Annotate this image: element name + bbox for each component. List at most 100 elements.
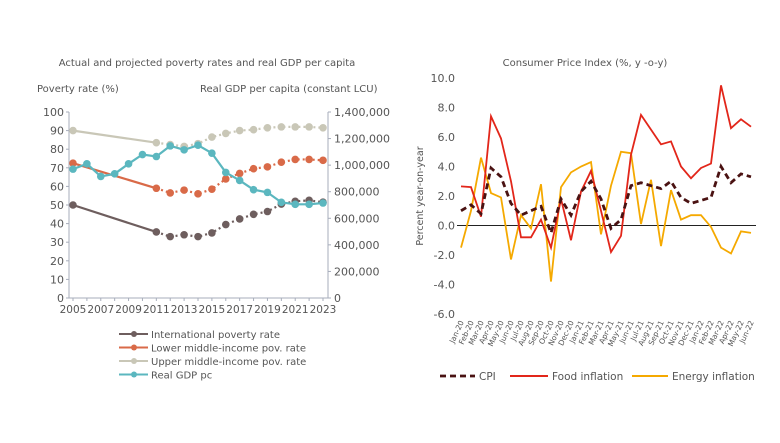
- data-point: [221, 220, 230, 229]
- right-y-axis-label: Real GDP per capita (constant LCU): [200, 84, 378, 95]
- data-point: [305, 123, 313, 131]
- x-tick-label: 2015: [199, 304, 226, 316]
- data-point: [277, 123, 286, 131]
- cpi-chart: Consumer Price Index (%, y -o-y) Percent…: [415, 58, 756, 383]
- data-point: [152, 152, 161, 161]
- y-tick-label: 10.0: [431, 72, 456, 85]
- y-tick-label: 0: [57, 292, 64, 305]
- left-y-axis-label: Poverty rate (%): [37, 84, 119, 95]
- x-tick-label: 2011: [143, 304, 170, 316]
- x-tick-label: 2009: [115, 304, 142, 316]
- data-point: [221, 129, 230, 138]
- x-tick-label: 2005: [60, 304, 87, 316]
- y-tick-label: 90: [50, 125, 64, 138]
- data-point: [291, 155, 300, 164]
- legend-marker: [131, 358, 137, 364]
- series-line-food-inflation: [460, 85, 752, 255]
- data-point: [152, 228, 161, 236]
- data-point: [69, 201, 77, 209]
- right-chart-title: Consumer Price Index (%, y -o-y): [503, 58, 668, 69]
- data-point: [235, 215, 244, 223]
- data-point: [291, 123, 300, 131]
- y-tick-label: 60: [50, 180, 64, 193]
- x-tick-label: 2021: [282, 304, 309, 316]
- data-point: [221, 168, 230, 177]
- data-point: [263, 124, 272, 132]
- cpi-y-axis-label: Percent year-on-year: [415, 146, 426, 245]
- legend-label: Real GDP pc: [151, 371, 212, 382]
- legend-label: International poverty rate: [151, 330, 280, 341]
- y-tick-label: 6.0: [438, 131, 456, 144]
- data-point: [180, 230, 188, 239]
- poverty-gdp-chart: Actual and projected poverty rates and r…: [37, 58, 390, 382]
- data-point: [69, 165, 77, 173]
- legend-label: Upper middle-income pov. rate: [151, 357, 306, 368]
- data-point: [263, 207, 272, 216]
- y-tick-label: 8.0: [438, 102, 456, 115]
- data-point: [249, 185, 258, 194]
- data-point: [319, 124, 327, 132]
- data-point: [305, 200, 313, 209]
- y-tick-label: 30: [50, 236, 64, 249]
- data-point: [208, 133, 216, 141]
- data-point: [263, 188, 272, 197]
- data-point: [166, 232, 175, 241]
- data-point: [69, 159, 77, 167]
- x-tick-label: 2007: [87, 304, 114, 316]
- y-tick-label: -6.0: [434, 308, 455, 321]
- y-tick-label: 2.0: [438, 190, 456, 203]
- legend-label: CPI: [479, 371, 496, 383]
- data-point: [194, 190, 202, 198]
- legend-marker: [131, 331, 137, 337]
- data-point: [69, 126, 77, 135]
- data-point: [319, 156, 327, 165]
- data-point: [263, 163, 272, 171]
- y2-tick-label: 400,000: [334, 239, 380, 252]
- y2-tick-label: 1,400,000: [334, 106, 390, 119]
- data-point: [96, 172, 105, 181]
- y2-tick-label: 200,000: [334, 265, 380, 278]
- data-point: [194, 232, 202, 241]
- data-point: [194, 141, 202, 150]
- data-point: [235, 126, 244, 135]
- data-point: [319, 199, 327, 207]
- left-chart-title: Actual and projected poverty rates and r…: [59, 58, 356, 69]
- x-tick-label: 2013: [171, 304, 198, 316]
- data-point: [277, 158, 286, 167]
- data-point: [152, 138, 161, 147]
- data-point: [235, 169, 244, 178]
- x-tick-label: 2017: [226, 304, 253, 316]
- y-tick-label: 40: [50, 218, 64, 231]
- data-point: [152, 184, 161, 193]
- data-point: [124, 160, 133, 168]
- y-tick-label: 50: [50, 199, 64, 212]
- data-point: [235, 176, 244, 185]
- legend-marker: [131, 371, 137, 378]
- data-point: [208, 185, 216, 193]
- data-point: [208, 149, 216, 157]
- y-tick-label: 70: [50, 162, 64, 175]
- y-tick-label: 4.0: [438, 161, 456, 174]
- y2-tick-label: 1,000,000: [334, 159, 390, 172]
- y2-tick-label: 800,000: [334, 186, 380, 199]
- y-tick-label: 80: [50, 143, 64, 156]
- data-point: [249, 125, 258, 134]
- y-tick-label: 0.0: [438, 220, 456, 233]
- data-point: [305, 155, 313, 164]
- y2-tick-label: 600,000: [334, 212, 380, 225]
- data-point: [291, 200, 300, 209]
- y-tick-label: -2.0: [434, 249, 455, 262]
- y-tick-label: 10: [50, 273, 64, 286]
- x-tick-label: 2023: [310, 304, 337, 316]
- y-tick-label: -4.0: [434, 279, 455, 292]
- data-point: [221, 175, 230, 183]
- legend-label: Lower middle-income pov. rate: [151, 344, 306, 355]
- series-line-energy-inflation: [460, 150, 752, 282]
- data-point: [208, 229, 216, 237]
- legend-label: Food inflation: [552, 371, 623, 383]
- data-point: [83, 160, 91, 168]
- series-line-cpi: [460, 163, 752, 238]
- data-point: [138, 150, 147, 159]
- y-tick-label: 100: [43, 106, 64, 119]
